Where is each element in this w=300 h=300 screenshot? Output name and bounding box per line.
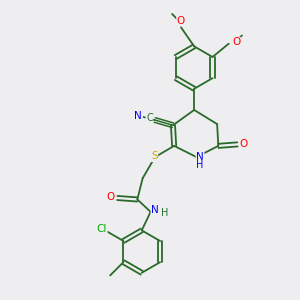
Text: O: O <box>240 140 248 149</box>
Text: H: H <box>161 208 168 218</box>
Text: Cl: Cl <box>97 224 107 234</box>
Text: S: S <box>151 152 158 161</box>
Text: O: O <box>177 16 185 26</box>
Text: O: O <box>107 191 115 202</box>
Text: H: H <box>196 160 204 170</box>
Text: C: C <box>146 112 153 123</box>
Text: N: N <box>151 206 159 215</box>
Text: O: O <box>232 37 240 47</box>
Text: N: N <box>134 110 142 121</box>
Text: N: N <box>196 152 204 162</box>
